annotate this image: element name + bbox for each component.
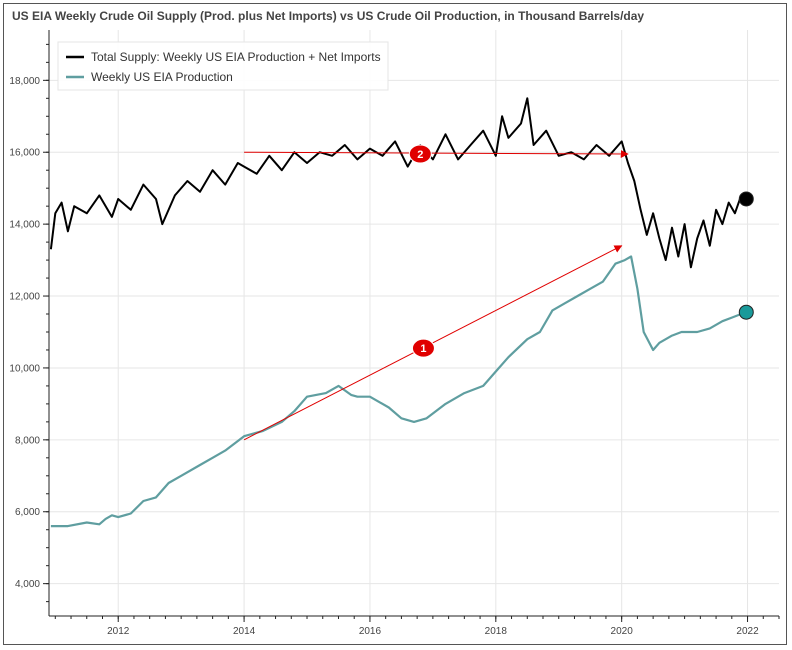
axes: 4,000 6,000 8,000 10,000 12,000 14,000 16,000 1… [9,30,780,637]
grid [49,30,779,616]
legend-label: Weekly US EIA Production [91,70,233,84]
x-tick-label: 2016 [359,626,382,637]
annotation-badge-2 [408,144,432,164]
annotation-badge-1 [411,338,435,358]
annotation-badge-label: 1 [420,343,426,355]
y-tick-label: 12,000 [9,292,40,303]
annotation-arrow-2 [244,149,629,158]
x-tick-label: 2020 [611,626,634,637]
y-tick-label: 10,000 [9,363,40,374]
y-tick-label: 16,000 [9,148,40,159]
legend-label: Total Supply: Weekly US EIA Production +… [91,50,381,64]
chart-frame [3,3,787,645]
annotations: 12 [243,144,629,441]
legend: Total Supply: Weekly US EIA Production +… [57,41,389,91]
y-tick-label: 6,000 [15,507,40,518]
total-supply-end-marker [738,191,754,207]
y-tick-label: 8,000 [15,435,40,446]
y-tick-label: 14,000 [9,220,40,231]
chart-title: US EIA Weekly Crude Oil Supply (Prod. pl… [12,9,645,23]
x-tick-label: 2014 [233,626,256,637]
x-tick-label: 2018 [485,626,508,637]
legend-box [57,41,389,91]
production-line [50,255,742,528]
total-supply-line [49,97,743,269]
annotation-badge-label: 2 [417,149,423,161]
x-tick-label: 2012 [107,626,130,637]
y-tick-label: 4,000 [15,579,40,590]
x-tick-label: 2022 [736,626,759,637]
series-layer [49,97,754,528]
production-end-marker [738,304,754,320]
y-tick-label: 18,000 [9,76,40,87]
